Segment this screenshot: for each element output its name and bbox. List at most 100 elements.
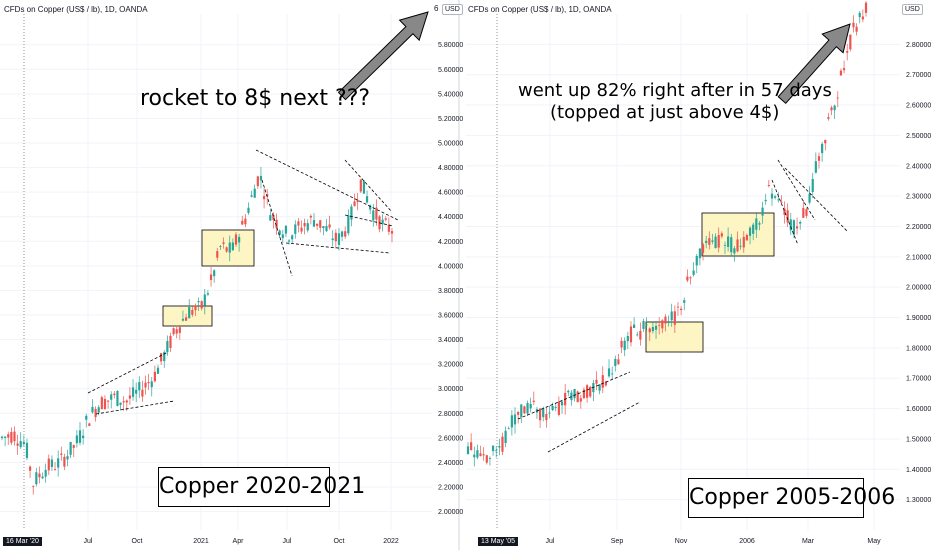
chart2-candle-body	[752, 224, 755, 234]
chart2-candle-body	[689, 277, 692, 279]
chart2-candle-body	[727, 236, 730, 247]
chart2-candle-body	[686, 276, 689, 281]
chart2-candle-body	[711, 240, 714, 242]
chart2-trendline	[771, 179, 799, 246]
chart1-currency-badge[interactable]: USD	[442, 4, 463, 15]
chart2-candle-body	[827, 117, 830, 119]
chart2-candle-body	[611, 373, 614, 375]
chart2-y-tick-label: 2.60000	[906, 103, 931, 110]
chart1-y-tick-label: 3.60000	[438, 313, 463, 320]
chart1-candle-body	[331, 238, 334, 241]
chart1-candle-body	[206, 293, 210, 295]
chart2-candle-body	[639, 330, 642, 340]
chart1-candle-body	[350, 206, 353, 220]
chart1-y-tick-label: 5.20000	[438, 116, 463, 123]
chart2-annotation-line2: (topped at just above 4$)	[550, 102, 780, 123]
chart2-candle-body	[714, 236, 717, 249]
chart2-y-tick-label: 2.40000	[906, 163, 931, 170]
chart2-candle-body	[842, 68, 846, 71]
chart1-candle-body	[41, 476, 44, 479]
chart2-candle-body	[654, 325, 658, 330]
chart2-x-tick-label: 2006	[739, 538, 755, 545]
chart1-candle-body	[144, 382, 147, 388]
chart2-candle-body	[501, 436, 504, 452]
chart2-rocket-arrow	[777, 23, 851, 105]
chart2-candle-body	[789, 219, 792, 231]
chart1-y-tick-label: 2.80000	[438, 411, 463, 418]
chart1-candle-body	[103, 399, 107, 409]
chart2-candle-body	[717, 235, 720, 248]
chart2-candle-body	[495, 450, 498, 452]
chart1-candle-body	[194, 305, 197, 311]
chart1-candle-body	[281, 234, 284, 239]
chart2-candle-body	[658, 324, 661, 326]
chart1-candle-body	[225, 247, 228, 252]
chart1-trendline	[261, 179, 293, 277]
chart1-candle-body	[334, 232, 337, 242]
chart2-y-tick-label: 2.00000	[906, 285, 931, 292]
chart1-axis-top-label: 6	[434, 4, 439, 13]
chart2-candle-body	[614, 358, 617, 366]
chart2-candle-body	[545, 413, 548, 421]
chart1-candle-body	[63, 456, 66, 467]
chart2-y-tick-label: 2.30000	[906, 194, 931, 201]
chart1-candle-body	[38, 473, 41, 478]
chart1-candle-body	[325, 226, 328, 232]
chart1-y-tick-label: 3.40000	[438, 337, 463, 344]
chart2-candle-body	[485, 455, 488, 463]
chart1-candle-body	[7, 434, 10, 438]
chart2-candle-body	[582, 389, 586, 399]
chart2-currency-badge[interactable]: USD	[902, 4, 923, 15]
chart2-candle-body	[770, 193, 774, 199]
chart2-y-tick-label: 2.50000	[906, 133, 931, 140]
chart2-candle-body	[748, 227, 752, 236]
chart2-candle-body	[758, 223, 761, 225]
chart2-candle-body	[814, 161, 817, 173]
chart1-candle-body	[241, 220, 244, 225]
chart1-x-tick-label: Jul	[283, 538, 292, 545]
chart1-y-tick-label: 5.40000	[438, 91, 463, 98]
chart2-candle-body	[589, 386, 592, 397]
chart1-candle-body	[353, 201, 356, 206]
chart1-y-tick-label: 4.60000	[438, 190, 463, 197]
chart1-candle-body	[390, 231, 394, 234]
chart2-candle-body	[579, 398, 582, 402]
chart1-rocket-arrow	[337, 11, 429, 101]
chart1-candle-body	[303, 222, 306, 227]
chart1-candle-body	[156, 367, 160, 374]
chart2-candle-body	[573, 388, 576, 399]
chart1-candle-body	[291, 235, 294, 240]
chart1-x-tick-label: 2022	[383, 538, 399, 545]
chart2-candle-body	[692, 270, 695, 275]
chart2-candle-body	[466, 446, 470, 455]
chart2-candle-body	[601, 375, 604, 388]
chart1-candle-body	[328, 224, 331, 228]
chart1-candle-body	[191, 309, 194, 315]
chart1-candle-body	[106, 400, 110, 402]
chart2-candle-body	[595, 379, 598, 384]
chart2-candle-body	[488, 458, 492, 459]
chart2-y-tick-label: 1.50000	[906, 436, 931, 443]
chart1-candle-body	[197, 301, 200, 303]
chart1-y-tick-label: 5.60000	[438, 67, 463, 74]
chart1-candle-body	[247, 207, 250, 213]
chart1-candle-body	[294, 224, 297, 234]
chart1-y-tick-label: 2.60000	[438, 435, 463, 442]
chart2-candle-body	[491, 445, 495, 452]
chart1-candle-body	[228, 242, 231, 253]
chart2-candle-body	[642, 321, 645, 329]
chart2-candle-body	[585, 385, 589, 398]
chart2-start-date-tag: 13 May '05	[478, 537, 519, 546]
chart1-candle-body	[256, 176, 259, 187]
chart2-candle-body	[805, 209, 808, 216]
chart2-candle-body	[861, 16, 864, 20]
chart1-candle-body	[75, 435, 78, 444]
chart2-candle-body	[554, 406, 557, 408]
chart1-candle-body	[72, 445, 75, 448]
chart1-candle-body	[35, 472, 38, 485]
chart1-candle-body	[319, 220, 322, 228]
chart2-candle-body	[680, 308, 683, 311]
chart1-candle-body	[163, 352, 166, 362]
chart2-x-tick-label: Sep	[611, 538, 624, 545]
chart1-candle-body	[359, 179, 362, 192]
